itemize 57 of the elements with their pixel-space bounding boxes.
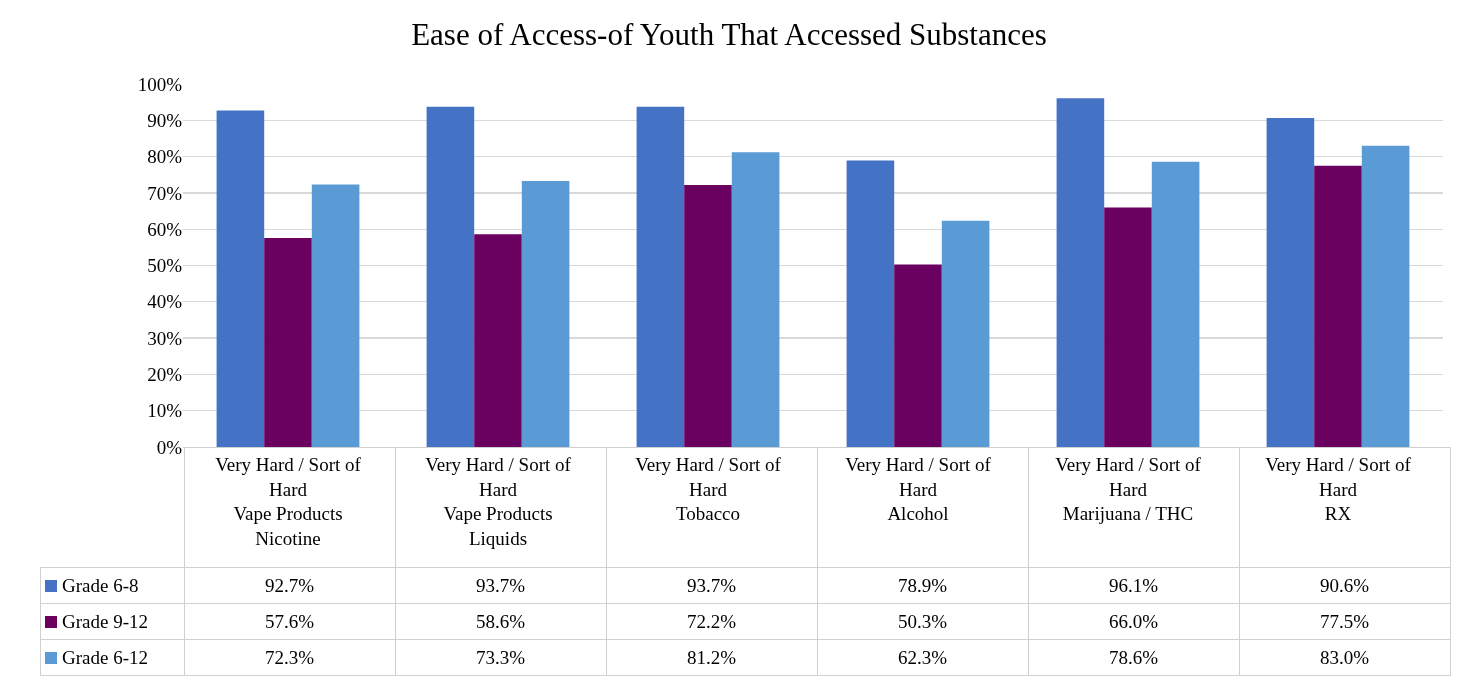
chart-title: Ease of Access-of Youth That Accessed Substances	[411, 17, 1047, 53]
bar	[216, 110, 265, 447]
data-label: 57.6%	[184, 603, 395, 640]
y-tick-label: 30%	[147, 327, 183, 349]
bar	[474, 234, 522, 447]
bar	[521, 180, 570, 447]
bar	[636, 106, 685, 447]
bar	[1104, 207, 1152, 447]
bar	[264, 237, 312, 447]
data-label: 72.3%	[184, 639, 395, 676]
data-label: 83.0%	[1239, 639, 1450, 676]
x-tick-label: Very Hard / Sort of Hard Vape Products Liquids	[425, 453, 572, 549]
bar	[894, 264, 942, 447]
y-tick-label: 100%	[137, 73, 183, 95]
bar	[846, 160, 895, 447]
y-tick-label: 90%	[147, 109, 183, 131]
data-label: 78.9%	[817, 567, 1028, 604]
y-tick-label: 50%	[147, 255, 183, 277]
bar	[1056, 98, 1105, 447]
data-label: 93.7%	[395, 567, 606, 604]
x-tick-label: Very Hard / Sort of Hard RX	[1265, 453, 1412, 525]
bar	[1266, 118, 1315, 447]
data-label: 58.6%	[395, 603, 606, 640]
x-tick-label: Very Hard / Sort of Hard Marijuana / THC	[1055, 453, 1202, 525]
data-label: 81.2%	[606, 639, 817, 676]
data-label: 73.3%	[395, 639, 606, 676]
bar	[1361, 145, 1410, 447]
bar	[684, 184, 732, 447]
x-tick-label: Very Hard / Sort of Hard Tobacco	[635, 453, 782, 525]
bar	[941, 220, 990, 447]
legend-label: Grade 6-8	[62, 574, 139, 596]
data-label: 66.0%	[1028, 603, 1239, 640]
bar	[311, 184, 360, 447]
data-label: 96.1%	[1028, 567, 1239, 604]
y-tick-label: 40%	[147, 291, 183, 313]
data-label: 90.6%	[1239, 567, 1450, 604]
y-tick-label: 0%	[156, 436, 183, 458]
legend-label: Grade 9-12	[62, 610, 148, 632]
x-tick-label: Very Hard / Sort of Hard Alcohol	[845, 453, 992, 525]
x-tick-label: Very Hard / Sort of Hard Vape Products Nicotine	[215, 453, 362, 549]
data-label: 77.5%	[1239, 603, 1450, 640]
y-tick-label: 60%	[147, 218, 183, 240]
data-label: 72.2%	[606, 603, 817, 640]
bar	[731, 152, 780, 447]
data-label: 50.3%	[817, 603, 1028, 640]
bar	[426, 106, 475, 447]
y-tick-label: 70%	[147, 182, 183, 204]
legend-label: Grade 6-12	[62, 646, 148, 668]
y-tick-label: 20%	[147, 364, 183, 386]
data-label: 62.3%	[817, 639, 1028, 676]
y-tick-label: 80%	[147, 146, 183, 168]
data-label: 92.7%	[184, 567, 395, 604]
data-label: 93.7%	[606, 567, 817, 604]
data-label: 78.6%	[1028, 639, 1239, 676]
bar	[1151, 161, 1200, 447]
bar	[1314, 165, 1362, 447]
y-tick-label: 10%	[147, 400, 183, 422]
